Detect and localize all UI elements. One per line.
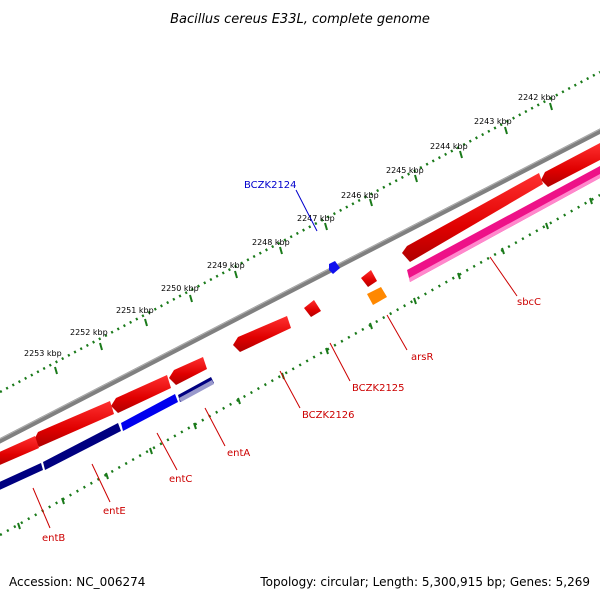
genome-backbone bbox=[0, 128, 600, 444]
kbp-label: 2246 kbp bbox=[341, 191, 379, 200]
kbp-labels: 2242 kbp 2243 kbp 2244 kbp 2245 kbp 2246… bbox=[24, 93, 556, 358]
leader-entA bbox=[204, 407, 226, 447]
kbp-label: 2252 kbp bbox=[70, 328, 108, 337]
kbp-label: 2253 kbp bbox=[24, 349, 62, 358]
gene-label-arsR[interactable]: arsR bbox=[411, 352, 433, 363]
kbp-label: 2245 kbp bbox=[386, 166, 424, 175]
gene-label-entE[interactable]: entE bbox=[103, 506, 126, 517]
label-leaders bbox=[32, 189, 518, 529]
inner-tick-ring bbox=[0, 193, 600, 537]
inner-major-ticks bbox=[17, 197, 593, 530]
gene-label-entC[interactable]: entC bbox=[169, 474, 192, 485]
gene-feature[interactable] bbox=[361, 270, 377, 287]
gene-labels: BCZK2124 sbcC arsR BCZK2125 BCZK2126 ent… bbox=[42, 180, 541, 544]
kbp-label: 2248 kbp bbox=[252, 238, 290, 247]
kbp-label: 2244 kbp bbox=[430, 142, 468, 151]
genome-summary-text: Topology: circular; Length: 5,300,915 bp… bbox=[259, 575, 590, 589]
gene-label-entB[interactable]: entB bbox=[42, 533, 65, 544]
leader-entC bbox=[156, 432, 178, 471]
gene-feature[interactable] bbox=[0, 436, 39, 467]
accession-text: Accession: NC_006274 bbox=[9, 575, 145, 589]
gene-arsR-feature[interactable] bbox=[367, 287, 387, 305]
leader-sbcC bbox=[489, 256, 518, 297]
gene-label-BCZK2126[interactable]: BCZK2126 bbox=[302, 410, 355, 421]
kbp-label: 2242 kbp bbox=[518, 93, 556, 102]
outer-tick-ring bbox=[0, 70, 600, 394]
genome-backbone-highlight bbox=[0, 128, 600, 440]
leader-arsR bbox=[386, 314, 408, 351]
leader-BCZK2125 bbox=[329, 342, 351, 382]
kbp-major-ticks bbox=[54, 102, 553, 375]
gene-feature[interactable] bbox=[233, 316, 291, 352]
gene-label-sbcC[interactable]: sbcC bbox=[517, 297, 541, 308]
gene-label-entA[interactable]: entA bbox=[227, 448, 250, 459]
kbp-label: 2249 kbp bbox=[207, 261, 245, 270]
kbp-label: 2250 kbp bbox=[161, 284, 199, 293]
gene-feature[interactable] bbox=[304, 300, 321, 317]
rna-feature[interactable] bbox=[0, 463, 43, 492]
gene-feature[interactable] bbox=[402, 173, 543, 262]
gene-feature[interactable] bbox=[541, 143, 600, 187]
gene-feature[interactable] bbox=[169, 357, 207, 385]
reverse-cds-track bbox=[0, 143, 600, 467]
gene-label-BCZK2124[interactable]: BCZK2124 bbox=[244, 180, 297, 191]
rna-feature[interactable] bbox=[43, 423, 121, 470]
rna-feature[interactable] bbox=[179, 380, 214, 402]
gene-sbcC-rna-shade bbox=[409, 174, 600, 282]
rna-feature[interactable] bbox=[121, 394, 178, 431]
leader-BCZK2126 bbox=[279, 370, 301, 409]
gene-feature[interactable] bbox=[34, 401, 114, 447]
leader-entB bbox=[32, 487, 51, 529]
map-title: Bacillus cereus E33L, complete genome bbox=[170, 12, 430, 27]
leader-entE bbox=[91, 463, 111, 503]
gene-BCZK2124-feature[interactable] bbox=[329, 261, 340, 274]
kbp-label: 2251 kbp bbox=[116, 306, 154, 315]
kbp-label: 2247 kbp bbox=[297, 214, 335, 223]
gene-label-BCZK2125[interactable]: BCZK2125 bbox=[352, 383, 405, 394]
kbp-label: 2243 kbp bbox=[474, 117, 512, 126]
gene-feature[interactable] bbox=[111, 375, 171, 413]
rna-track bbox=[0, 377, 214, 492]
leader-BCZK2124 bbox=[295, 189, 318, 232]
